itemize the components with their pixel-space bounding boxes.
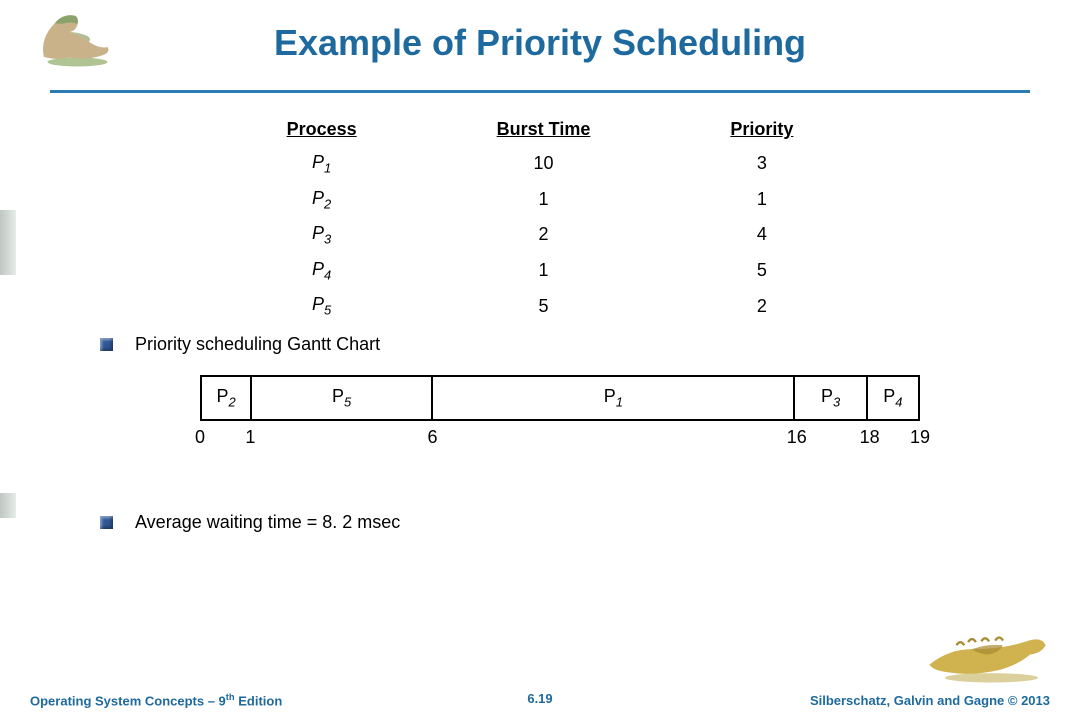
priority-cell: 2 (660, 288, 863, 324)
table-row: P415 (217, 253, 864, 289)
priority-cell: 5 (660, 253, 863, 289)
gantt-tick: 18 (860, 427, 880, 448)
table-row: P552 (217, 288, 864, 324)
dinosaur-top-icon (30, 8, 125, 68)
gantt-segment: P3 (795, 377, 867, 419)
gantt-segment: P4 (868, 377, 918, 419)
square-bullet-icon (100, 338, 113, 351)
gantt-ticks: 016161819 (200, 427, 920, 457)
bullet-text-1: Priority scheduling Gantt Chart (135, 334, 380, 355)
gantt-segment: P2 (202, 377, 252, 419)
burst-cell: 2 (427, 217, 661, 253)
process-table: ProcessBurst TimePriority P1103P211P324P… (217, 113, 864, 324)
bullet-gantt-label: Priority scheduling Gantt Chart (100, 334, 1010, 355)
process-cell: P2 (217, 182, 427, 218)
table-row: P324 (217, 217, 864, 253)
gantt-tick: 19 (910, 427, 930, 448)
burst-cell: 1 (427, 182, 661, 218)
table-row: P1103 (217, 146, 864, 182)
gantt-segment: P5 (252, 377, 433, 419)
gantt-tick: 1 (245, 427, 255, 448)
gantt-bar: P2P5P1P3P4 (200, 375, 920, 421)
burst-cell: 10 (427, 146, 661, 182)
burst-cell: 1 (427, 253, 661, 289)
table-row: P211 (217, 182, 864, 218)
slide: Example of Priority Scheduling ProcessBu… (0, 0, 1080, 720)
process-cell: P1 (217, 146, 427, 182)
burst-cell: 5 (427, 288, 661, 324)
footer-right: Silberschatz, Galvin and Gagne © 2013 (810, 693, 1050, 708)
dinosaur-bottom-icon (925, 622, 1050, 684)
table-header: Priority (660, 113, 863, 146)
bullet-text-2: Average waiting time = 8. 2 msec (135, 512, 400, 533)
gantt-segment: P1 (433, 377, 795, 419)
slide-number: 6.19 (527, 691, 552, 706)
bullet-avg-wait: Average waiting time = 8. 2 msec (100, 512, 1010, 533)
process-cell: P4 (217, 253, 427, 289)
content-area: ProcessBurst TimePriority P1103P211P324P… (0, 93, 1080, 533)
process-cell: P3 (217, 217, 427, 253)
table-header: Process (217, 113, 427, 146)
priority-cell: 3 (660, 146, 863, 182)
gantt-tick: 16 (787, 427, 807, 448)
header: Example of Priority Scheduling (0, 0, 1080, 90)
priority-cell: 1 (660, 182, 863, 218)
process-cell: P5 (217, 288, 427, 324)
gantt-chart: P2P5P1P3P4 016161819 (200, 375, 920, 457)
gantt-tick: 6 (428, 427, 438, 448)
table-header: Burst Time (427, 113, 661, 146)
square-bullet-icon (100, 516, 113, 529)
footer-left: Operating System Concepts – 9th Edition (30, 692, 282, 708)
slide-title: Example of Priority Scheduling (0, 0, 1080, 64)
priority-cell: 4 (660, 217, 863, 253)
gantt-tick: 0 (195, 427, 205, 448)
